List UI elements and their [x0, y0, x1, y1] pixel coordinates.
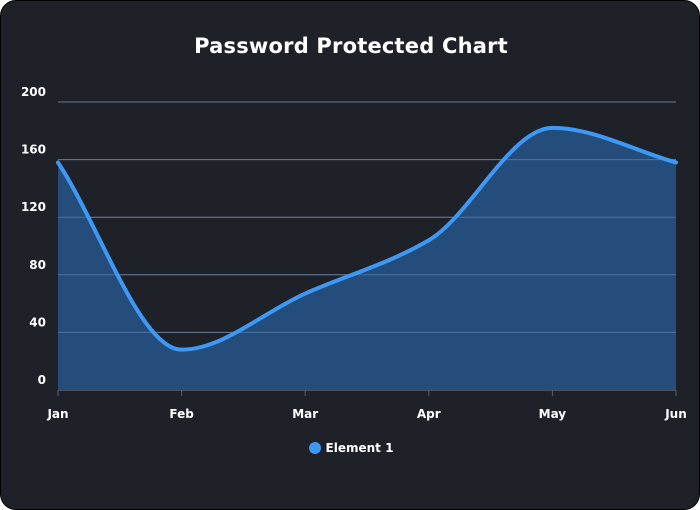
x-tick-label-jan: Jan [46, 407, 68, 421]
x-tick-label-apr: Apr [417, 407, 441, 421]
y-tick-label-0: 0 [38, 373, 46, 387]
series-area-element-1 [58, 127, 676, 391]
legend-swatch-icon [308, 442, 321, 454]
axis-labels: 0 40 80 120 160 200 Jan Feb Mar Apr May Jun [21, 85, 687, 421]
y-tick-label-80: 80 [29, 258, 46, 272]
y-tick-label-120: 120 [21, 200, 46, 214]
legend-item-element-1[interactable]: Element 1 [308, 441, 394, 455]
x-tick-label-jun: Jun [664, 407, 687, 421]
y-tick-label-160: 160 [21, 143, 46, 157]
x-tick-label-may: May [539, 407, 567, 421]
legend: Element 1 [1, 441, 699, 455]
x-tick-label-mar: Mar [292, 407, 318, 421]
chart-title: Password Protected Chart [194, 34, 508, 58]
x-tick-label-feb: Feb [169, 407, 194, 421]
y-tick-label-200: 200 [21, 85, 46, 99]
legend-label: Element 1 [325, 441, 394, 455]
series-line-element-1[interactable] [56, 125, 678, 352]
y-tick-label-40: 40 [29, 315, 46, 329]
area-layer [56, 101, 678, 391]
